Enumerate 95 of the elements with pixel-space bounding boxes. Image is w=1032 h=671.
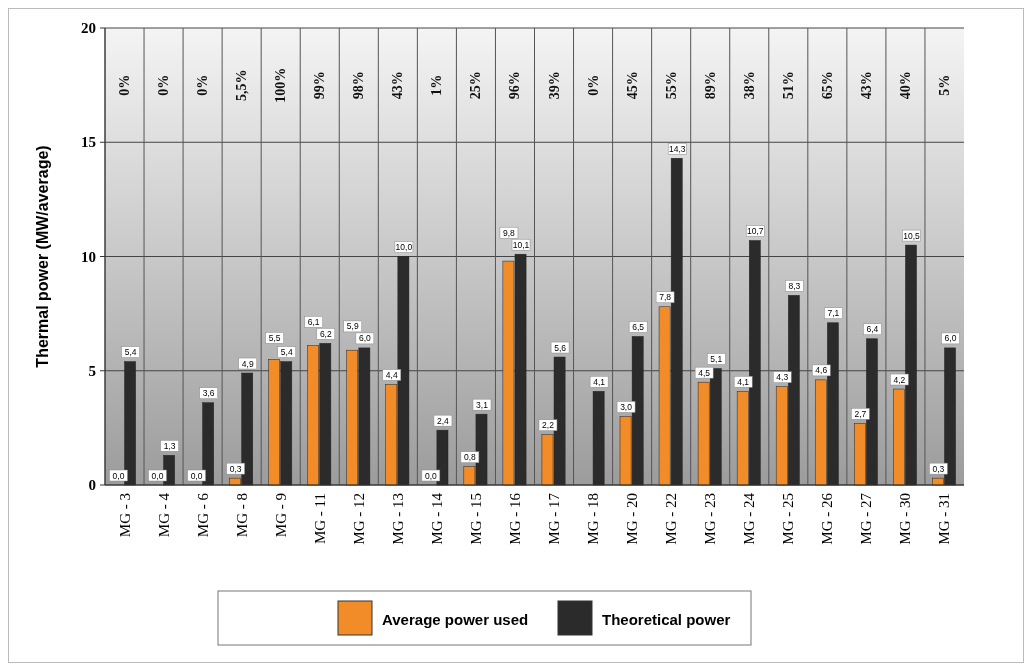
x-tick-label: MG - 13 (389, 493, 406, 545)
x-tick-label: MG - 12 (350, 493, 367, 545)
annotation: 0% (585, 74, 601, 96)
annotation: 0% (195, 74, 211, 96)
data-label: 4,4 (385, 369, 398, 380)
annotation: 43% (858, 71, 874, 100)
x-tick-label: MG - 9 (272, 493, 289, 538)
data-label: 8,3 (788, 280, 801, 291)
annotation: 40% (897, 71, 913, 100)
data-label: 0,0 (424, 470, 438, 481)
data-label: 0,0 (190, 470, 203, 481)
x-tick-label: MG - 11 (311, 493, 328, 545)
data-label: 4,1 (737, 376, 750, 387)
data-label: 5,1 (710, 353, 723, 364)
x-tick-label: MG - 26 (819, 492, 836, 545)
x-tick-label: MG - 17 (546, 492, 563, 545)
data-label: 4,5 (698, 367, 711, 378)
annotation: 96% (507, 71, 523, 100)
data-label: 10,1 (512, 239, 530, 250)
data-label: 2,2 (542, 420, 555, 431)
annotation: 51% (780, 71, 796, 100)
data-label: 5,9 (346, 321, 359, 332)
x-tick-label: MG - 4 (155, 492, 172, 538)
x-tick-label: MG - 22 (663, 493, 680, 545)
data-label: 5,4 (124, 347, 137, 358)
data-label: 0,0 (112, 470, 125, 481)
x-tick-label: MG - 30 (897, 493, 914, 545)
data-label: 4,9 (241, 358, 254, 369)
data-label: 1,3 (163, 440, 176, 451)
data-label: 0,3 (229, 463, 242, 474)
x-tick-label: MG - 14 (428, 492, 445, 545)
x-tick-label: MG - 16 (506, 492, 523, 545)
data-label: 10,7 (747, 226, 764, 237)
data-label: 6,0 (944, 333, 957, 344)
annotation: 45% (624, 71, 640, 100)
annotation: 99% (312, 71, 328, 100)
data-label: 5,4 (280, 347, 293, 358)
data-label: 6,1 (307, 316, 320, 327)
data-label: 9,8 (503, 227, 516, 238)
data-label: 3,1 (476, 399, 489, 410)
annotation: 43% (390, 71, 406, 100)
data-label: 0,8 (463, 452, 477, 463)
legend-label: Theoretical power (602, 610, 731, 628)
annotation: 0% (117, 74, 133, 96)
x-tick-label: MG - 20 (624, 493, 641, 545)
x-tick-label: MG - 23 (702, 493, 719, 545)
data-label: 6,4 (866, 324, 879, 335)
y-tick-label: 5 (88, 362, 96, 379)
data-label: 6,5 (632, 321, 645, 332)
legend-label: Average power used (382, 610, 529, 628)
data-label: 4,3 (776, 372, 789, 383)
x-tick-label: MG - 8 (233, 493, 250, 538)
y-tick-label: 10 (81, 248, 96, 265)
data-label: 14,3 (668, 143, 686, 154)
x-tick-label: MG - 18 (585, 493, 602, 545)
data-label: 4,6 (815, 365, 828, 376)
annotation: 5% (936, 74, 952, 96)
annotation: 65% (819, 71, 835, 100)
data-label: 10,0 (395, 242, 413, 252)
x-tick-label: MG - 27 (858, 492, 875, 545)
y-tick-label: 20 (81, 20, 96, 36)
data-label: 2,4 (437, 415, 450, 426)
data-label: 7,1 (827, 308, 840, 319)
data-label: 0,3 (932, 463, 945, 474)
data-label: 7,8 (659, 292, 672, 303)
annotation: 5,5% (234, 69, 250, 101)
y-axis-title: Thermal power (MW/average) (34, 145, 51, 368)
x-tick-label: MG - 25 (780, 493, 797, 545)
data-label: 6,0 (358, 333, 372, 344)
annotation: 1% (429, 74, 445, 96)
annotation: 38% (741, 71, 757, 100)
data-label: 3,6 (202, 388, 215, 399)
data-label: 0,0 (151, 470, 164, 481)
x-tick-label: MG - 3 (116, 493, 133, 538)
y-tick-label: 0 (88, 477, 96, 493)
data-label: 6,2 (319, 328, 332, 339)
x-tick-label: MG - 31 (936, 493, 953, 545)
annotation: 98% (351, 71, 367, 100)
data-label: 5,6 (554, 342, 567, 353)
x-tick-label: MG - 24 (741, 492, 758, 545)
annotation: 25% (468, 71, 484, 100)
data-label: 4,2 (893, 374, 906, 385)
annotation: 100% (273, 67, 289, 103)
data-label: 10,5 (903, 230, 921, 241)
x-tick-label: MG - 15 (467, 493, 484, 545)
annotation: 0% (156, 74, 172, 96)
data-label: 5,5 (268, 332, 281, 343)
data-label: 4,1 (593, 376, 606, 387)
x-tick-label: MG - 6 (194, 492, 211, 538)
y-tick-label: 15 (81, 134, 96, 151)
annotation: 39% (546, 71, 562, 100)
annotation: 89% (702, 71, 718, 100)
data-label: 3,0 (620, 401, 633, 412)
annotation: 55% (663, 71, 679, 100)
data-label: 2,7 (854, 408, 867, 419)
